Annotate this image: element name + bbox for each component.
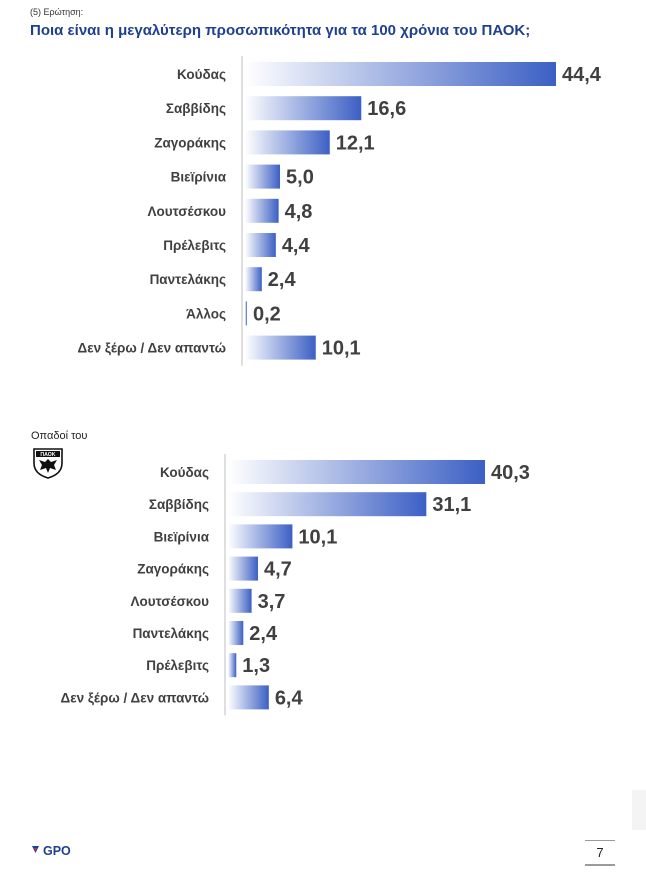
chart-2-category-label: Κούδας [160,465,209,480]
chart-1-category-label: Βιεϊρίνια [171,170,227,185]
chart-1-bar [245,198,279,223]
chart-2-value-label: 31,1 [432,494,471,516]
chart-2-bar [228,621,244,645]
subgroup-label: Οπαδοί του [31,430,88,442]
chart-2-category-label: Βιεϊρίνια [154,529,210,544]
chart-1-category-label: Λουτσέσκου [147,204,226,219]
chart-2-bar [228,685,269,710]
question-title: Ποια είναι η μεγαλύτερη προσωπικότητα γι… [30,22,531,39]
chart-1-value-label: 12,1 [336,132,375,154]
chart-1-bar [245,335,316,360]
chart-1-value-label: 0,2 [253,303,281,325]
chart-1-bar [245,233,276,257]
chart-1-category-label: Παντελάκης [150,272,226,287]
chart-1-category-label: Πρέλεβιτς [163,238,226,253]
chart-1-bar [245,96,362,121]
chart-2-value-label: 40,3 [491,462,530,484]
page-number: 7 [596,845,604,860]
chart-1-value-label: 10,1 [322,338,361,360]
chart-2-value-label: 10,1 [298,526,337,548]
chart-1-value-label: 2,4 [268,269,297,291]
chart-2-bar [228,524,293,549]
chart-1-value-label: 44,4 [562,64,602,86]
chart-2-bar [228,653,237,678]
paok-crest-icon: ΠΑΟΚ [33,448,63,479]
chart-2-category-label: Σαββίδης [149,497,209,512]
question-number-label: (5) Ερώτηση: [30,7,84,17]
side-tab [632,790,646,830]
chart-1-category-label: Κούδας [177,67,226,82]
chart-1-value-label: 16,6 [367,98,406,120]
gpo-logo: GPO [32,844,71,857]
chart-2-value-label: 1,3 [242,655,270,677]
page-number-rule-top [585,840,615,841]
chart-2-value-label: 2,4 [249,623,278,645]
chart-1-value-label: 4,8 [285,201,313,223]
chart-2-bar [228,588,252,613]
chart-2-bar [228,492,427,517]
chart-1-value-label: 5,0 [286,167,314,189]
chart-1-bar [245,62,556,86]
svg-text:GPO: GPO [43,844,71,857]
chart-1-category-label: Δεν ξέρω / Δεν απαντώ [78,341,226,356]
chart-2-category-label: Παντελάκης [133,626,209,641]
chart-2-category-label: Ζαγοράκης [137,562,209,577]
chart-2-value-label: 3,7 [258,591,286,613]
chart-1-category-label: Άλλος [186,306,226,321]
chart-2-category-label: Πρέλεβιτς [146,658,209,673]
chart-1-bar [245,301,247,326]
page-number-rule-bottom [585,864,615,866]
chart-1-value-label: 4,4 [282,235,311,257]
chart-1-category-label: Ζαγοράκης [154,135,226,150]
svg-text:ΠΑΟΚ: ΠΑΟΚ [40,452,55,458]
chart-2-value-label: 4,7 [264,559,292,581]
chart-1-category-label: Σαββίδης [166,101,226,116]
chart-2-bar [228,556,258,581]
chart-1-bar [245,130,330,155]
chart-2-category-label: Λουτσέσκου [130,594,209,609]
chart-2-value-label: 6,4 [275,687,304,709]
chart-2-bar [228,460,485,484]
chart-2-category-label: Δεν ξέρω / Δεν απαντώ [61,690,209,705]
chart-1-bar [245,267,262,292]
chart-1-bar [245,164,281,189]
